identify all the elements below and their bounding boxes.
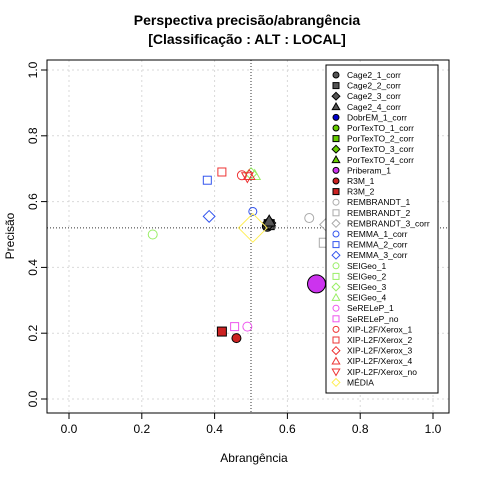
legend-label: Cage2_1_corr — [347, 70, 401, 80]
legend-marker — [331, 250, 341, 260]
legend-marker — [332, 209, 340, 217]
legend-label: MÉDIA — [347, 377, 374, 387]
legend-marker — [332, 262, 340, 270]
data-point — [147, 229, 158, 240]
legend-label: REMMA_3_corr — [347, 250, 408, 260]
data-point — [202, 175, 212, 185]
legend-label: PorTexTO_2_corr — [347, 134, 414, 144]
legend-marker — [331, 377, 341, 388]
legend-label: REMBRANDT_1 — [347, 197, 411, 207]
data-point — [231, 333, 242, 344]
legend-label: SEIGeo_4 — [347, 293, 386, 303]
legend-marker — [332, 272, 340, 280]
x-tick-label: 0.6 — [279, 422, 296, 436]
y-tick-label: 0.6 — [26, 193, 40, 210]
data-point — [217, 167, 227, 177]
legend-marker — [331, 218, 341, 229]
x-tick-label: 0.4 — [206, 422, 223, 436]
legend-marker — [331, 102, 341, 111]
legend-label: SeRELeP_no — [347, 314, 399, 324]
legend-marker — [332, 198, 340, 206]
data-point — [248, 206, 258, 216]
legend-label: R3M_1 — [347, 176, 375, 186]
legend-label: PorTexTO_4_corr — [347, 155, 414, 165]
y-tick-label: 1.0 — [26, 61, 40, 78]
legend-marker — [332, 71, 340, 79]
legend-marker — [332, 304, 340, 312]
legend-marker — [332, 124, 340, 132]
data-points — [147, 167, 333, 344]
data-point — [304, 213, 315, 224]
reference-lines — [47, 60, 449, 413]
legend-marker — [331, 155, 341, 164]
legend-label: REMBRANDT_3_corr — [347, 218, 430, 228]
data-point — [240, 172, 254, 184]
data-point — [307, 274, 327, 294]
legend-label: XIP-L2F/Xerox_1 — [347, 324, 412, 334]
data-point — [237, 212, 268, 243]
legend-label: PorTexTO_3_corr — [347, 144, 414, 154]
data-point — [242, 321, 253, 332]
x-tick-label: 1.0 — [425, 422, 442, 436]
y-axis-label: Precisão — [3, 212, 17, 259]
legend-label: SEIGeo_1 — [347, 261, 386, 271]
legend-box — [325, 64, 439, 394]
legend-label: SeRELeP_1 — [347, 303, 394, 313]
legend-label: Cage2_4_corr — [347, 102, 401, 112]
legend-marker — [332, 113, 340, 121]
legend-marker — [332, 166, 340, 174]
legend-marker — [332, 188, 340, 196]
legend-marker — [332, 336, 340, 344]
data-point — [216, 326, 227, 337]
legend-label: Cage2_2_corr — [347, 81, 401, 91]
legend-label: XIP-L2F/Xerox_4 — [347, 356, 412, 366]
legend-marker — [332, 315, 340, 323]
legend-label: XIP-L2F/Xerox_2 — [347, 335, 412, 345]
legend-label: REMBRANDT_2 — [347, 208, 411, 218]
legend-label: SEIGeo_2 — [347, 271, 386, 281]
y-axis: 0.0 0.2 0.4 0.6 0.8 1.0 — [26, 61, 48, 407]
legend: Cage2_1_corrCage2_2_corrCage2_3_corrCage… — [325, 64, 439, 394]
x-tick-label: 0.2 — [133, 422, 150, 436]
chart-subtitle: [Classificação : ALT : LOCAL] — [148, 31, 346, 47]
legend-marker — [331, 292, 341, 301]
legend-label: R3M_2 — [347, 187, 375, 197]
legend-marker — [331, 144, 341, 154]
data-point — [202, 209, 216, 223]
legend-marker — [332, 177, 340, 185]
legend-marker — [332, 135, 340, 143]
legend-label: SEIGeo_3 — [347, 282, 386, 292]
legend-label: REMMA_1_corr — [347, 229, 408, 239]
legend-label: DobrEM_1_corr — [347, 112, 407, 122]
y-tick-label: 0.4 — [26, 259, 40, 276]
x-axis: 0.0 0.2 0.4 0.6 0.8 1.0 — [61, 412, 442, 436]
legend-marker — [331, 368, 341, 377]
legend-label: XIP-L2F/Xerox_no — [347, 367, 417, 377]
chart-title: Perspectiva precisão/abrangência — [134, 12, 361, 28]
legend-marker — [331, 282, 341, 292]
legend-marker — [331, 356, 341, 365]
legend-marker — [331, 345, 341, 356]
legend-label: REMMA_2_corr — [347, 240, 408, 250]
legend-label: PorTexTO_1_corr — [347, 123, 414, 133]
legend-marker — [332, 325, 340, 333]
x-tick-label: 0.8 — [352, 422, 369, 436]
data-point — [230, 322, 240, 332]
x-axis-label: Abrangência — [220, 451, 288, 465]
x-tick-label: 0.0 — [61, 422, 78, 436]
legend-marker — [332, 241, 340, 249]
legend-label: Priberam_1 — [347, 165, 391, 175]
legend-label: XIP-L2F/Xerox_3 — [347, 346, 412, 356]
y-tick-label: 0.2 — [26, 325, 40, 342]
y-tick-label: 0.0 — [26, 390, 40, 407]
legend-marker — [331, 91, 341, 101]
y-tick-label: 0.8 — [26, 127, 40, 144]
data-point — [262, 214, 277, 227]
legend-label: Cage2_3_corr — [347, 91, 401, 101]
legend-marker — [332, 82, 340, 90]
legend-marker — [332, 230, 340, 238]
